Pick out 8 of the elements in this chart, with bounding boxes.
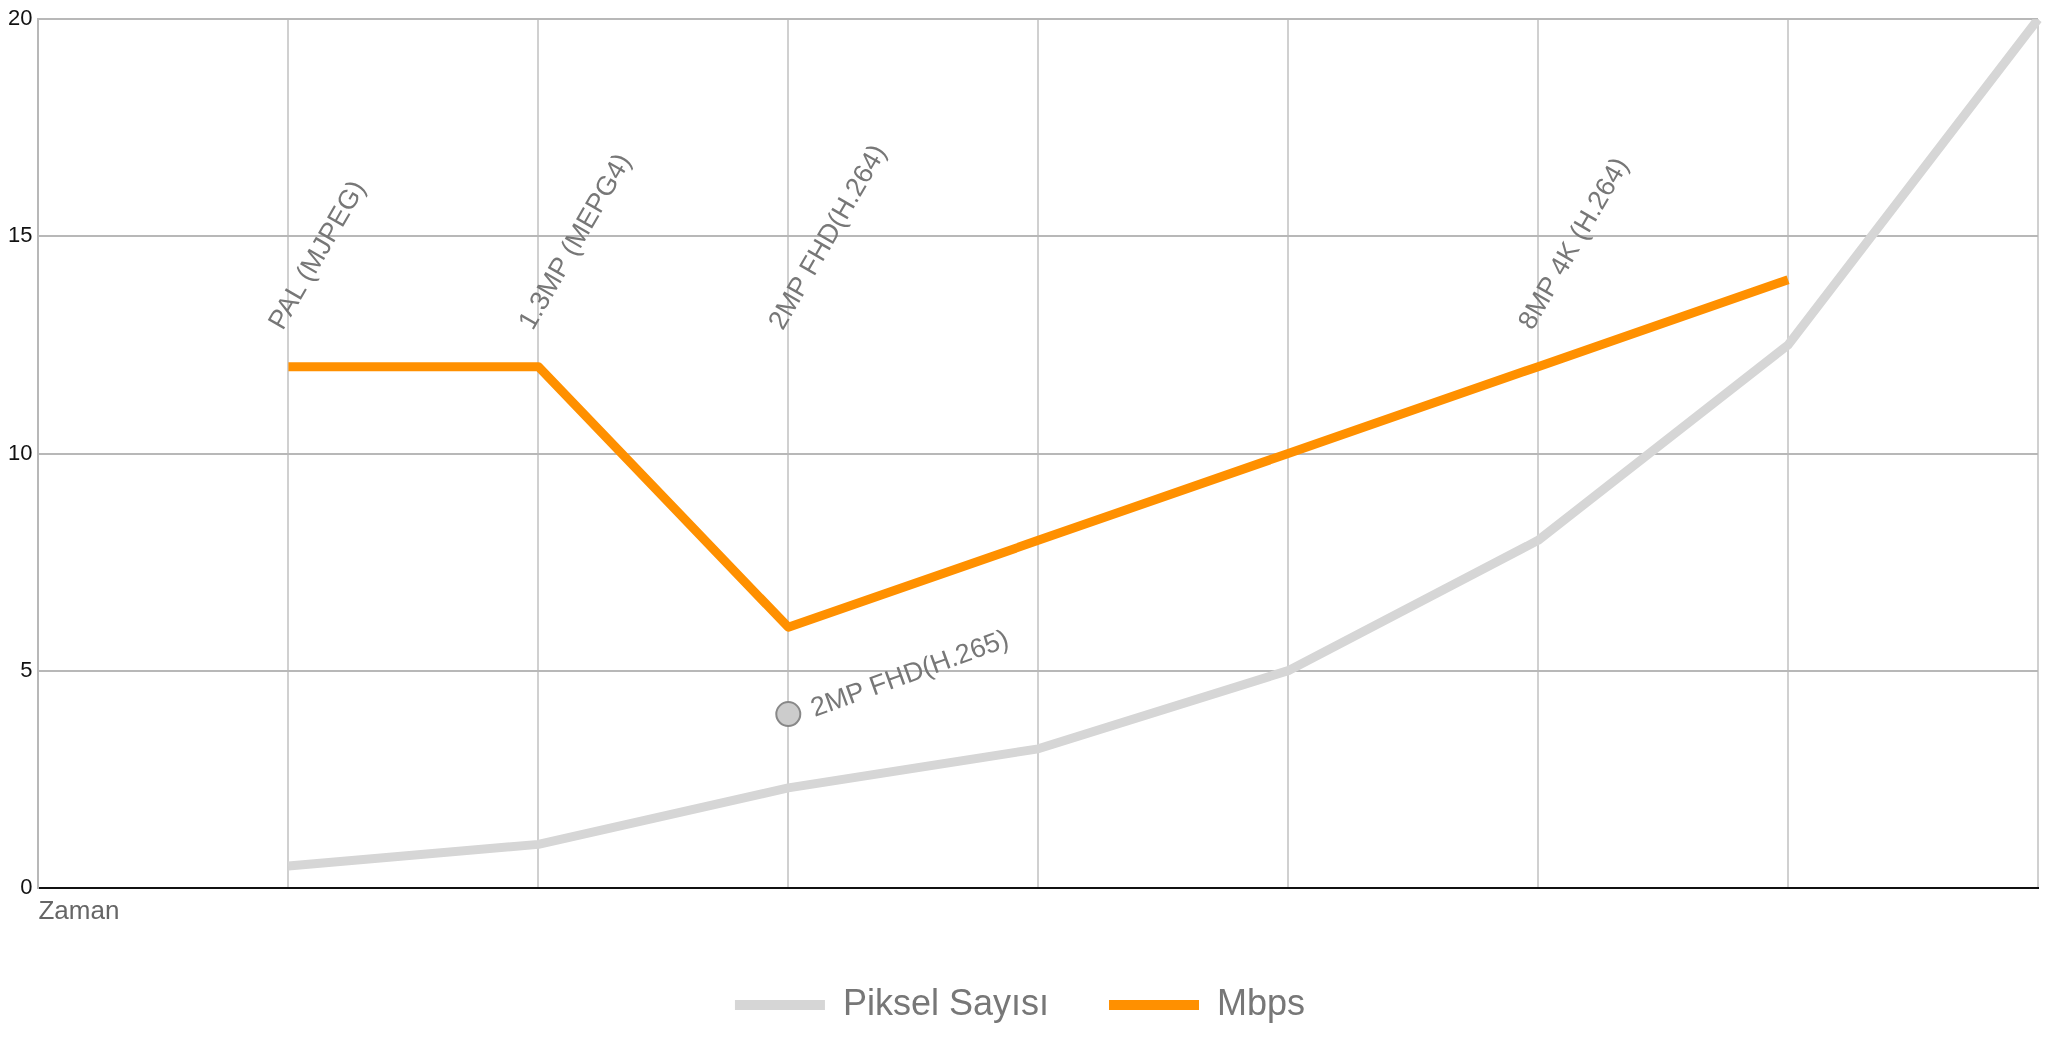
- y-tick-label: 15: [7, 222, 33, 248]
- legend-label: Mbps: [1217, 981, 1306, 1023]
- y-tick-label: 0: [20, 873, 33, 899]
- y-tick-label: 10: [7, 439, 33, 465]
- y-tick-label: 20: [7, 5, 33, 31]
- y-tick-label: 5: [20, 656, 33, 682]
- x-axis-title: Zaman: [38, 894, 120, 925]
- legend-label: Piksel Sayısı: [842, 981, 1050, 1023]
